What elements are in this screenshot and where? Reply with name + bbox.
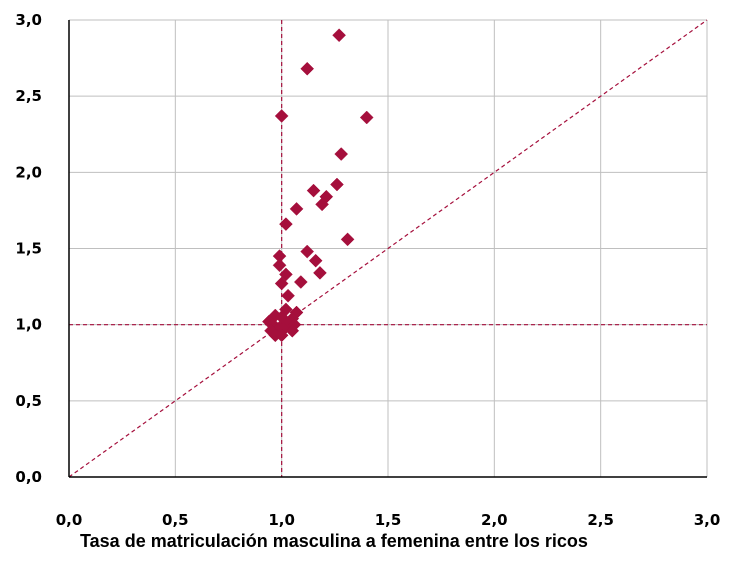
data-points: [262, 28, 374, 343]
data-point: [308, 253, 323, 268]
x-tick-label: 0,0: [56, 511, 83, 529]
axes: [68, 20, 707, 478]
y-tick-label: 2,5: [15, 87, 42, 105]
x-tick-label: 1,0: [268, 511, 295, 529]
data-point: [274, 276, 289, 291]
data-point: [332, 28, 346, 43]
data-point: [334, 147, 349, 161]
data-point: [281, 288, 295, 303]
data-point: [300, 244, 315, 259]
data-point: [300, 61, 315, 76]
data-point: [306, 183, 321, 198]
data-point: [274, 109, 289, 123]
data-point: [289, 202, 304, 216]
x-tick-label: 0,5: [162, 511, 189, 529]
y-tick-label: 0,0: [15, 468, 42, 486]
x-tick-label: 1,5: [375, 511, 402, 529]
y-tick-label: 2,0: [15, 163, 42, 181]
data-point: [279, 267, 293, 282]
data-point: [359, 110, 374, 125]
data-point: [274, 328, 289, 343]
tick-labels: 0,0 0,5 1,0 1,5 2,0 2,5 3,0 0,0 0,5 1,0 1,5 2,0 2,5 3…: [15, 11, 720, 529]
reference-lines: [68, 19, 708, 478]
x-tick-label: 2,5: [587, 511, 614, 529]
x-tick-label: 3,0: [694, 511, 721, 529]
x-tick-label: 2,0: [481, 511, 508, 529]
data-point: [279, 217, 293, 231]
reference-line-diagonal: [68, 19, 708, 478]
data-point: [272, 258, 287, 273]
y-tick-label: 3,0: [15, 11, 42, 29]
data-point: [330, 177, 344, 192]
data-point: [285, 323, 300, 338]
data-point: [340, 232, 355, 247]
data-point: [293, 275, 308, 289]
data-point: [313, 266, 327, 280]
y-tick-label: 1,5: [15, 240, 42, 258]
y-tick-label: 0,5: [15, 392, 42, 410]
y-tick-label: 1,0: [15, 316, 42, 334]
x-axis-title: Tasa de matriculación masculina a femeni…: [80, 531, 588, 551]
data-point: [315, 197, 329, 212]
